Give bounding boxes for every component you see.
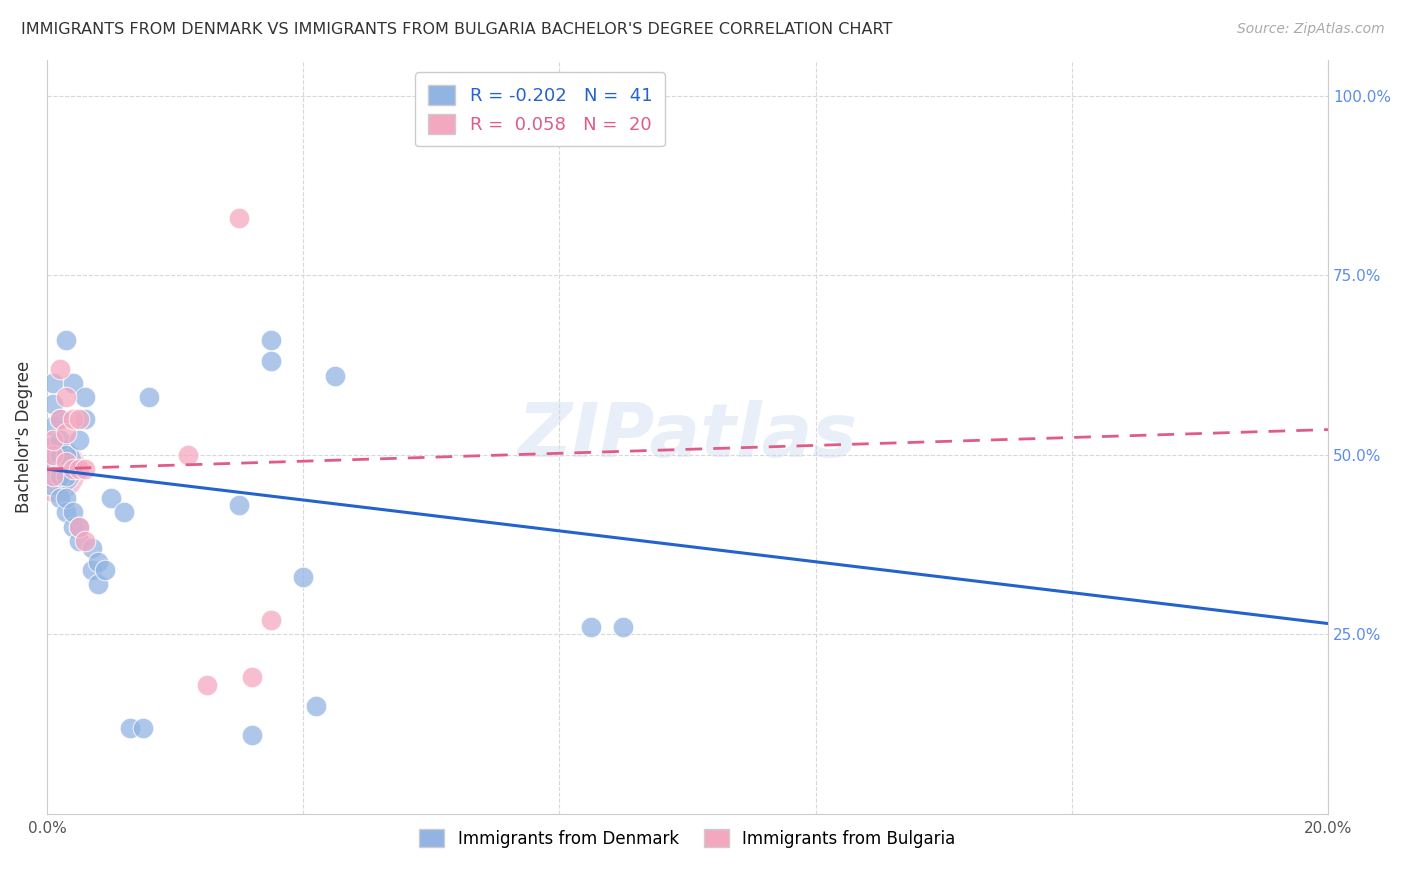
Point	[93, 563, 115, 577]
Point	[42, 462, 65, 476]
Point	[612, 620, 634, 634]
Point	[42, 397, 65, 411]
Point	[67, 434, 90, 448]
Point	[67, 533, 90, 548]
Point	[260, 613, 283, 627]
Point	[260, 354, 283, 368]
Point	[48, 469, 70, 483]
Point	[48, 448, 70, 462]
Point	[100, 491, 122, 505]
Point	[228, 498, 250, 512]
Point	[48, 491, 70, 505]
Point	[240, 728, 263, 742]
Point	[62, 519, 84, 533]
Point	[67, 519, 90, 533]
Point	[260, 333, 283, 347]
Point	[195, 678, 218, 692]
Point	[87, 577, 110, 591]
Point	[48, 412, 70, 426]
Point	[42, 458, 65, 473]
Text: IMMIGRANTS FROM DENMARK VS IMMIGRANTS FROM BULGARIA BACHELOR'S DEGREE CORRELATIO: IMMIGRANTS FROM DENMARK VS IMMIGRANTS FR…	[21, 22, 893, 37]
Point	[581, 620, 603, 634]
Point	[67, 412, 90, 426]
Point	[42, 419, 65, 434]
Point	[48, 434, 70, 448]
Point	[48, 412, 70, 426]
Point	[75, 390, 97, 404]
Point	[80, 563, 103, 577]
Point	[55, 491, 77, 505]
Point	[67, 519, 90, 533]
Point	[42, 434, 65, 448]
Point	[62, 462, 84, 476]
Point	[55, 455, 77, 469]
Point	[55, 505, 77, 519]
Point	[240, 670, 263, 684]
Point	[62, 376, 84, 390]
Point	[62, 505, 84, 519]
Point	[177, 448, 200, 462]
Point	[305, 699, 328, 714]
Point	[55, 448, 77, 462]
Point	[75, 412, 97, 426]
Point	[120, 721, 142, 735]
Point	[292, 570, 315, 584]
Point	[62, 412, 84, 426]
Point	[67, 462, 90, 476]
Point	[55, 390, 77, 404]
Point	[55, 426, 77, 441]
Text: Source: ZipAtlas.com: Source: ZipAtlas.com	[1237, 22, 1385, 37]
Point	[42, 448, 65, 462]
Legend: Immigrants from Denmark, Immigrants from Bulgaria: Immigrants from Denmark, Immigrants from…	[413, 822, 962, 855]
Point	[75, 533, 97, 548]
Point	[42, 376, 65, 390]
Point	[112, 505, 135, 519]
Point	[138, 390, 160, 404]
Point	[80, 541, 103, 555]
Point	[55, 333, 77, 347]
Point	[132, 721, 155, 735]
Point	[228, 211, 250, 225]
Text: ZIPatlas: ZIPatlas	[517, 401, 858, 474]
Point	[55, 469, 77, 483]
Y-axis label: Bachelor's Degree: Bachelor's Degree	[15, 360, 32, 513]
Point	[75, 462, 97, 476]
Point	[48, 361, 70, 376]
Point	[48, 469, 70, 483]
Point	[87, 556, 110, 570]
Point	[323, 368, 346, 383]
Point	[42, 469, 65, 483]
